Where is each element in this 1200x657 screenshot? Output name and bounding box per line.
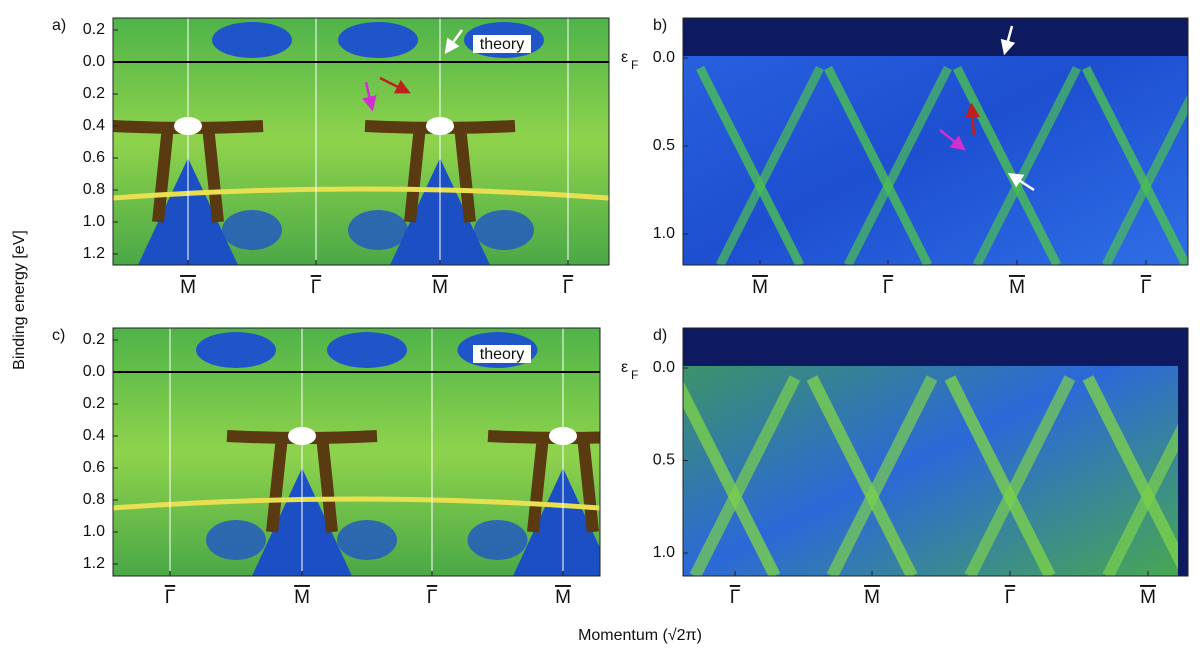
band — [972, 65, 1082, 265]
frame — [682, 17, 1189, 266]
x-tick-label: Γ — [1141, 277, 1151, 298]
blue-pocket — [467, 520, 528, 560]
y-tick-label: 1.0 — [653, 225, 675, 242]
y-tick-label: 0.6 — [83, 459, 105, 476]
plot — [113, 328, 600, 576]
y-tick-label: 0.0 — [83, 53, 105, 70]
arrows — [362, 25, 1035, 192]
y-tick-label: 0.4 — [83, 427, 105, 444]
x-tick-label: Γ — [730, 587, 740, 608]
band — [683, 380, 781, 576]
vacuum — [683, 328, 1188, 366]
band — [113, 186, 609, 201]
y-tick-label: 1.0 — [83, 213, 105, 230]
y-tick-label: 1.0 — [83, 523, 105, 540]
blue-pocket — [206, 520, 266, 560]
band — [843, 65, 953, 265]
band — [823, 65, 933, 265]
band — [944, 375, 1056, 576]
blue-pocket — [474, 210, 534, 250]
fermi-symbol: ε — [621, 49, 628, 66]
x-tick-label: Γ — [311, 277, 321, 298]
x-tick-label: Γ — [427, 587, 437, 608]
blue-pocket — [196, 332, 276, 368]
frame — [112, 327, 601, 577]
y-tick-label: 0.4 — [83, 117, 105, 134]
band — [695, 65, 805, 265]
annotation-bg — [473, 35, 531, 53]
band — [1081, 65, 1188, 265]
edge — [1178, 328, 1188, 576]
y-tick-label: 0.0 — [83, 363, 105, 380]
blue-pocket — [212, 22, 292, 58]
y-tick-label: 0.2 — [83, 21, 105, 38]
vacuum — [683, 18, 1188, 56]
y-tick-label: 0.0 — [653, 359, 675, 376]
x-tick-label: Γ — [883, 277, 893, 298]
panel-label: b) — [653, 17, 667, 34]
band — [952, 65, 1062, 265]
x-tick-label: M — [180, 277, 196, 298]
x-tick-label: M — [432, 277, 448, 298]
y-axis-label: Binding energy [eV] — [11, 230, 28, 370]
cone — [513, 468, 600, 576]
x-tick-label: M — [1140, 587, 1156, 608]
blue-pocket — [348, 210, 408, 250]
fermi-subscript: F — [631, 58, 638, 72]
y-tick-label: 0.8 — [83, 181, 105, 198]
band — [689, 375, 801, 576]
x-tick-label: M — [1009, 277, 1025, 298]
map-bg — [683, 328, 1188, 576]
panel-label: d) — [653, 327, 667, 344]
band — [964, 375, 1076, 576]
annotation-bg — [473, 345, 531, 363]
x-tick-label: M — [752, 277, 768, 298]
band — [1082, 375, 1188, 576]
x-tick-label: M — [294, 587, 310, 608]
plot — [683, 18, 1188, 265]
fermi-subscript: F — [631, 368, 638, 382]
y-tick-label: 0.6 — [83, 149, 105, 166]
panel-label: a) — [52, 17, 66, 34]
y-tick-label: 1.2 — [83, 245, 105, 262]
x-tick-label: Γ — [563, 277, 573, 298]
y-tick-label: 1.0 — [653, 544, 675, 561]
annotation: theory — [480, 36, 524, 53]
x-axis-label: Momentum (√2π) — [578, 627, 702, 644]
y-tick-label: 1.2 — [83, 555, 105, 572]
panels: theory a) 0.2 0.0 0.2 0.4 0.6 0.8 1.0 1.2 M Γ M Γb) 0.… — [52, 17, 1189, 608]
band — [806, 375, 918, 576]
blue-pocket — [327, 332, 407, 368]
blue-pocket — [338, 22, 418, 58]
y-tick-label: 0.2 — [83, 85, 105, 102]
y-tick-label: 0.8 — [83, 491, 105, 508]
y-tick-label: 0.2 — [83, 331, 105, 348]
band — [826, 375, 938, 576]
frame — [112, 17, 610, 266]
y-tick-label: 0.2 — [83, 395, 105, 412]
plot — [683, 328, 1188, 576]
frame — [682, 327, 1189, 577]
panel-label: c) — [52, 327, 65, 344]
map-bg — [683, 18, 1188, 265]
x-tick-label: M — [555, 587, 571, 608]
x-tick-label: Γ — [165, 587, 175, 608]
y-tick-label: 0.5 — [653, 452, 675, 469]
y-tick-label: 0.0 — [653, 49, 675, 66]
blue-pocket — [222, 210, 282, 250]
band — [113, 496, 600, 511]
fermi-symbol: ε — [621, 359, 628, 376]
x-tick-label: M — [864, 587, 880, 608]
plot — [113, 18, 609, 265]
blue-pocket — [337, 520, 397, 560]
x-tick-label: Γ — [1005, 587, 1015, 608]
y-tick-label: 0.5 — [653, 137, 675, 154]
band — [1102, 404, 1188, 576]
band — [1101, 93, 1188, 265]
annotation: theory — [480, 346, 524, 363]
band — [715, 65, 825, 265]
